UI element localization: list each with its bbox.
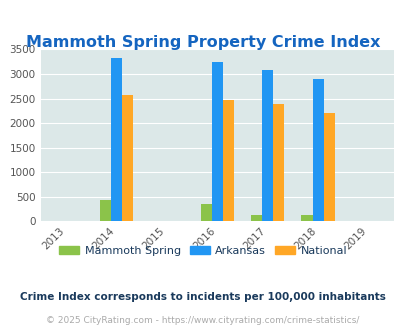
Bar [262,70,273,221]
Legend: Mammoth Spring, Arkansas, National: Mammoth Spring, Arkansas, National [54,241,351,260]
Bar [99,200,111,221]
Bar [222,101,233,221]
Bar [211,62,222,221]
Bar [250,215,262,221]
Text: Crime Index corresponds to incidents per 100,000 inhabitants: Crime Index corresponds to incidents per… [20,292,385,302]
Bar [273,104,283,221]
Bar [301,215,312,221]
Text: © 2025 CityRating.com - https://www.cityrating.com/crime-statistics/: © 2025 CityRating.com - https://www.city… [46,315,359,325]
Bar [200,204,211,221]
Bar [122,95,132,221]
Bar [111,58,122,221]
Bar [323,113,334,221]
Bar [312,79,323,221]
Text: Mammoth Spring Property Crime Index: Mammoth Spring Property Crime Index [26,35,379,50]
